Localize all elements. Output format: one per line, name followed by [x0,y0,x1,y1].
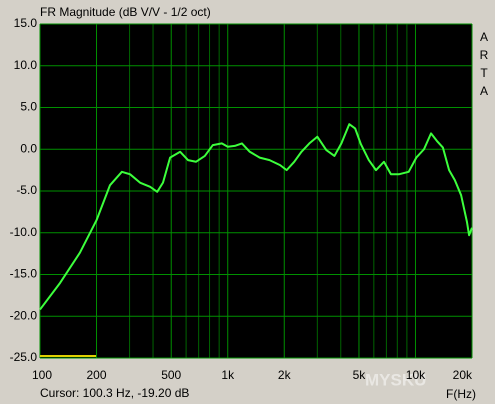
x-tick-label: 10k [406,368,426,382]
side-label: ARTA [477,30,491,102]
x-tick-label: 200 [87,368,107,382]
x-tick-label: 500 [161,368,181,382]
x-tick-label: 100 [32,368,52,382]
x-tick-label: 20k [453,368,473,382]
y-tick-label: -25.0 [10,350,38,364]
y-tick-label: -5.0 [16,183,37,197]
chart-title: FR Magnitude (dB V/V - 1/2 oct) [40,5,211,19]
x-tick-label: 2k [278,368,292,382]
x-tick-label: 1k [221,368,235,382]
grid [39,23,473,359]
y-tick-label: 5.0 [20,100,37,114]
cursor-text: Cursor: 100.3 Hz, -19.20 dB [40,386,189,400]
x-tick-label: 5k [353,368,367,382]
y-tick-label: -10.0 [10,225,38,239]
y-tick-label: 10.0 [14,58,38,72]
x-axis-label: F(Hz) [446,387,476,401]
y-tick-label: -15.0 [10,267,38,281]
y-tick-label: 0.0 [20,141,37,155]
y-tick-label: 15.0 [14,16,38,30]
y-tick-label: -20.0 [10,308,38,322]
watermark: MYSKU [365,370,426,389]
fr-curve [39,123,473,311]
